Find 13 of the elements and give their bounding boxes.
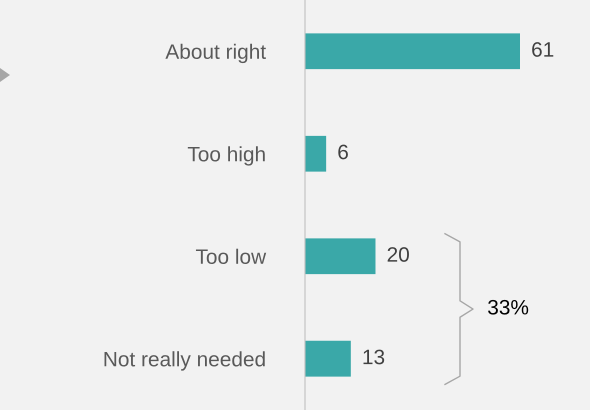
bar	[305, 136, 326, 172]
bar	[305, 33, 520, 70]
bar	[305, 238, 376, 274]
data-label: 13	[364, 350, 384, 364]
y-tick-label: Not really needed	[104, 351, 265, 371]
data-label: 20	[388, 247, 409, 262]
y-tick-label: Too high	[188, 146, 265, 166]
data-label: 61	[532, 42, 554, 57]
data-label: 6	[338, 144, 348, 160]
y-tick-label: Too low	[196, 248, 266, 264]
y-tick-label: About right	[165, 44, 266, 64]
annotation: 33%	[488, 300, 528, 315]
bar	[305, 340, 351, 377]
